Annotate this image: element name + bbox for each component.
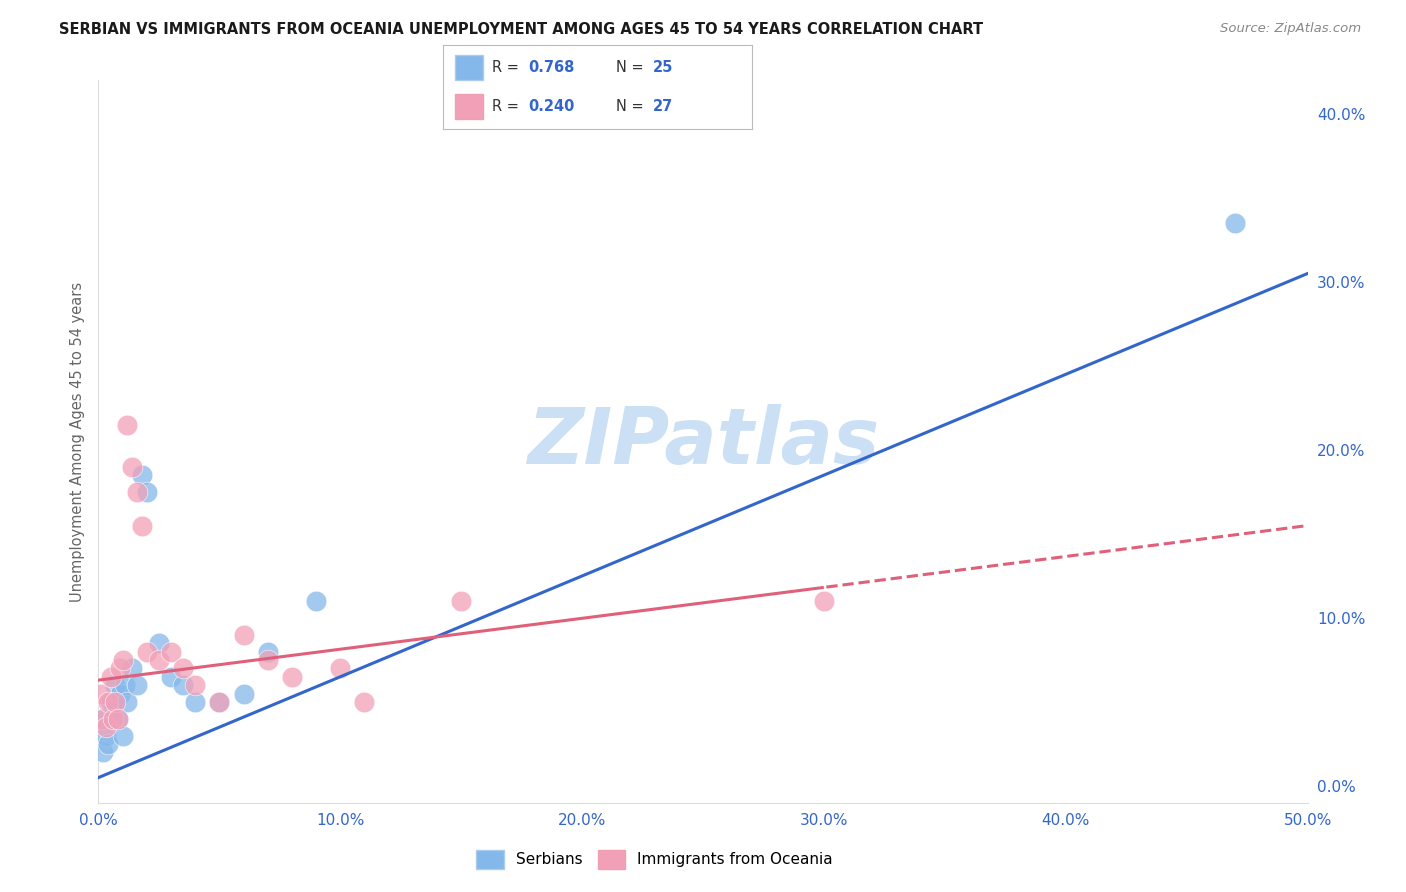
Text: N =: N = <box>616 99 648 114</box>
Point <box>97 737 120 751</box>
Point <box>111 653 134 667</box>
Point <box>101 712 124 726</box>
Text: N =: N = <box>616 60 648 75</box>
Point <box>232 687 254 701</box>
Point <box>148 636 170 650</box>
Point <box>100 670 122 684</box>
Point <box>107 712 129 726</box>
Point <box>104 695 127 709</box>
Point <box>813 594 835 608</box>
Point <box>121 661 143 675</box>
Point <box>94 729 117 743</box>
Point <box>91 745 114 759</box>
Point <box>131 518 153 533</box>
Point <box>172 678 194 692</box>
Point <box>127 485 149 500</box>
Point <box>108 687 131 701</box>
Point <box>127 678 149 692</box>
Text: 27: 27 <box>654 99 673 114</box>
Point <box>114 678 136 692</box>
Bar <box>456 94 484 120</box>
Point <box>135 485 157 500</box>
Point <box>104 678 127 692</box>
Point <box>100 695 122 709</box>
Point <box>172 661 194 675</box>
Point <box>108 661 131 675</box>
Text: ZIPatlas: ZIPatlas <box>527 403 879 480</box>
Point <box>281 670 304 684</box>
Point <box>232 628 254 642</box>
Point <box>256 653 278 667</box>
Point <box>121 459 143 474</box>
Point <box>160 670 183 684</box>
Point <box>450 594 472 608</box>
Y-axis label: Unemployment Among Ages 45 to 54 years: Unemployment Among Ages 45 to 54 years <box>69 282 84 601</box>
Point <box>148 653 170 667</box>
Point <box>256 644 278 658</box>
Legend: Serbians, Immigrants from Oceania: Serbians, Immigrants from Oceania <box>470 844 839 875</box>
Text: R =: R = <box>492 60 524 75</box>
Text: SERBIAN VS IMMIGRANTS FROM OCEANIA UNEMPLOYMENT AMONG AGES 45 TO 54 YEARS CORREL: SERBIAN VS IMMIGRANTS FROM OCEANIA UNEMP… <box>59 22 983 37</box>
Text: 0.768: 0.768 <box>529 60 574 75</box>
Point <box>131 468 153 483</box>
Point <box>117 417 139 432</box>
Point <box>101 703 124 717</box>
Text: 0.240: 0.240 <box>529 99 574 114</box>
Point <box>111 729 134 743</box>
Point <box>353 695 375 709</box>
Point <box>1223 216 1246 230</box>
Point <box>107 712 129 726</box>
Point <box>329 661 352 675</box>
Point <box>208 695 231 709</box>
Point <box>90 687 112 701</box>
Point <box>208 695 231 709</box>
Point <box>184 695 207 709</box>
Point <box>117 695 139 709</box>
Point <box>305 594 328 608</box>
Point <box>91 712 114 726</box>
Bar <box>456 54 484 80</box>
Text: Source: ZipAtlas.com: Source: ZipAtlas.com <box>1220 22 1361 36</box>
Text: R =: R = <box>492 99 524 114</box>
Point <box>135 644 157 658</box>
Point <box>184 678 207 692</box>
Text: 25: 25 <box>654 60 673 75</box>
Point <box>90 712 112 726</box>
Point <box>97 695 120 709</box>
Point <box>160 644 183 658</box>
Point <box>94 720 117 734</box>
